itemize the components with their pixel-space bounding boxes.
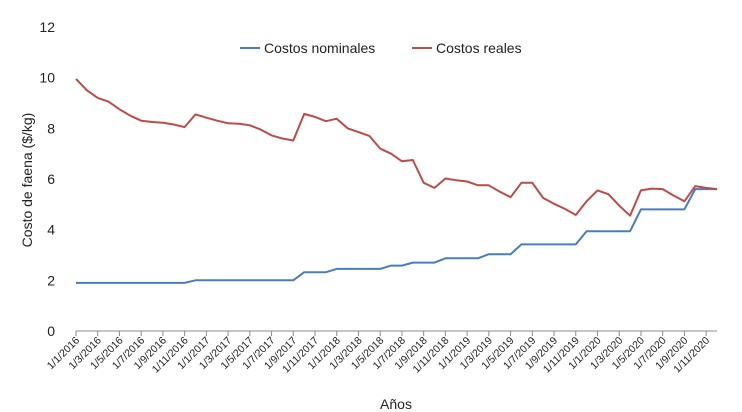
- y-tick-label: 12: [39, 19, 55, 35]
- x-axis-ticks: 1/1/20161/3/20161/5/20161/7/20161/9/2016…: [45, 331, 712, 376]
- legend-label: Costos reales: [436, 40, 522, 56]
- y-tick-label: 8: [47, 120, 55, 136]
- y-axis-ticks: 0 2 4 6 8 10 12: [39, 19, 55, 339]
- y-axis-title: Costo de faena ($/kg): [19, 113, 35, 248]
- legend-label: Costos nominales: [264, 40, 375, 56]
- x-axis-title: Años: [380, 396, 412, 412]
- y-tick-label: 4: [47, 222, 55, 238]
- legend: Costos nominales Costos reales: [240, 40, 522, 56]
- series-lines: [75, 78, 718, 284]
- series-line-costos-nominales: [76, 188, 717, 284]
- y-tick-label: 10: [39, 70, 55, 86]
- y-tick-label: 2: [47, 272, 55, 288]
- series-line-costos-reales: [75, 78, 718, 217]
- y-tick-label: 6: [47, 171, 55, 187]
- y-tick-label: 0: [47, 323, 55, 339]
